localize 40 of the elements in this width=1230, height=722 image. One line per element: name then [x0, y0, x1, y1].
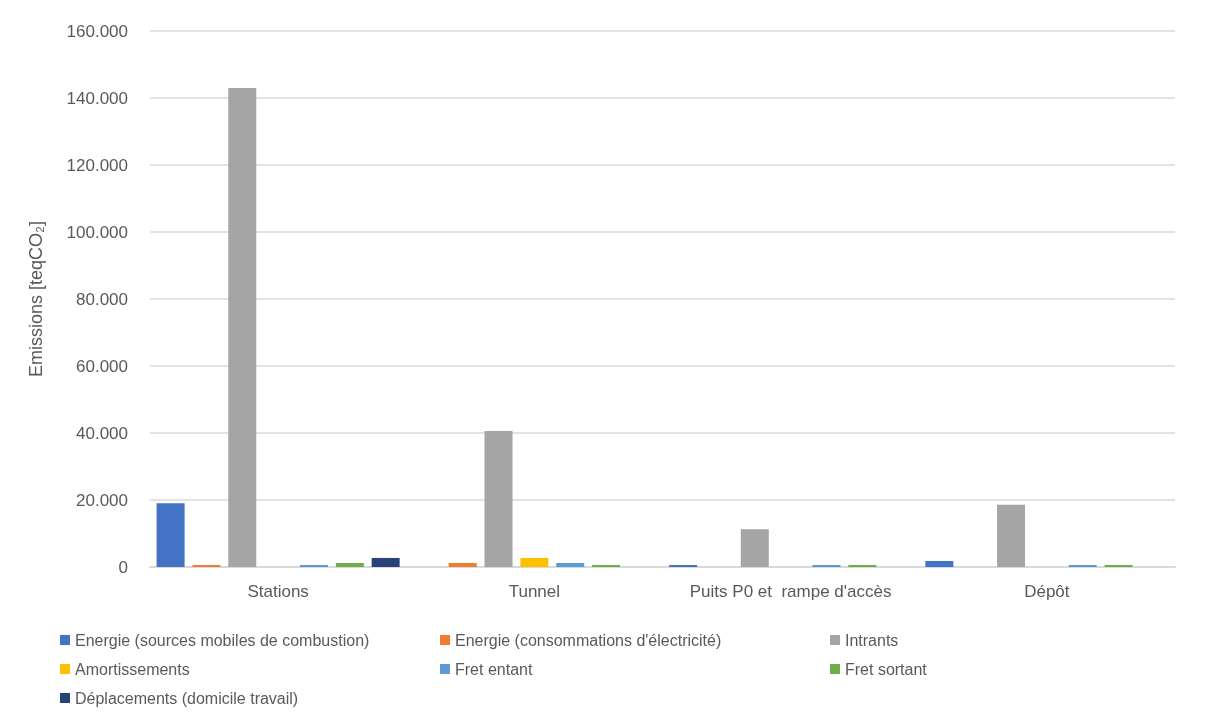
bar [556, 562, 585, 567]
y-tick-label: 0 [118, 557, 128, 577]
y-tick-label: 80.000 [76, 289, 128, 309]
legend-label: Fret entant [455, 660, 533, 678]
legend-label: Energie (consommations d'électricité) [455, 631, 722, 649]
bar [669, 564, 698, 567]
bar [592, 564, 621, 567]
legend-label: Fret sortant [845, 660, 928, 678]
y-tick-label: 100.000 [66, 222, 128, 242]
bar [192, 564, 221, 567]
bar [925, 560, 954, 567]
y-tick-label: 40.000 [76, 423, 128, 443]
bar [335, 562, 364, 567]
bar [848, 564, 877, 567]
y-tick-label: 160.000 [66, 21, 128, 41]
bar [1068, 564, 1097, 567]
bar [740, 529, 769, 567]
bar [1104, 564, 1133, 567]
legend-label: Energie (sources mobiles de combustion) [75, 631, 370, 649]
legend-label: Intrants [845, 631, 899, 649]
bar [448, 562, 477, 567]
bar [484, 430, 513, 567]
bar [997, 504, 1026, 567]
y-tick-label: 140.000 [66, 88, 128, 108]
bar [371, 557, 400, 567]
x-tick-label: Dépôt [1024, 582, 1070, 601]
x-tick-label: Puits P0 et rampe d'accès [689, 582, 892, 601]
y-tick-label: 120.000 [66, 155, 128, 175]
bar [520, 557, 549, 567]
x-tick-label: Stations [247, 582, 309, 601]
bar [156, 503, 185, 567]
bar [299, 564, 328, 567]
y-tick-label: 20.000 [76, 490, 128, 510]
bar [812, 564, 841, 567]
legend-label: Amortissements [75, 660, 190, 678]
y-tick-label: 60.000 [76, 356, 128, 376]
bar [228, 87, 257, 567]
x-tick-label: Tunnel [508, 582, 561, 601]
legend-label: Déplacements (domicile travail) [75, 689, 299, 707]
y-axis-title: Emissions [teqCO₂] [26, 220, 46, 378]
